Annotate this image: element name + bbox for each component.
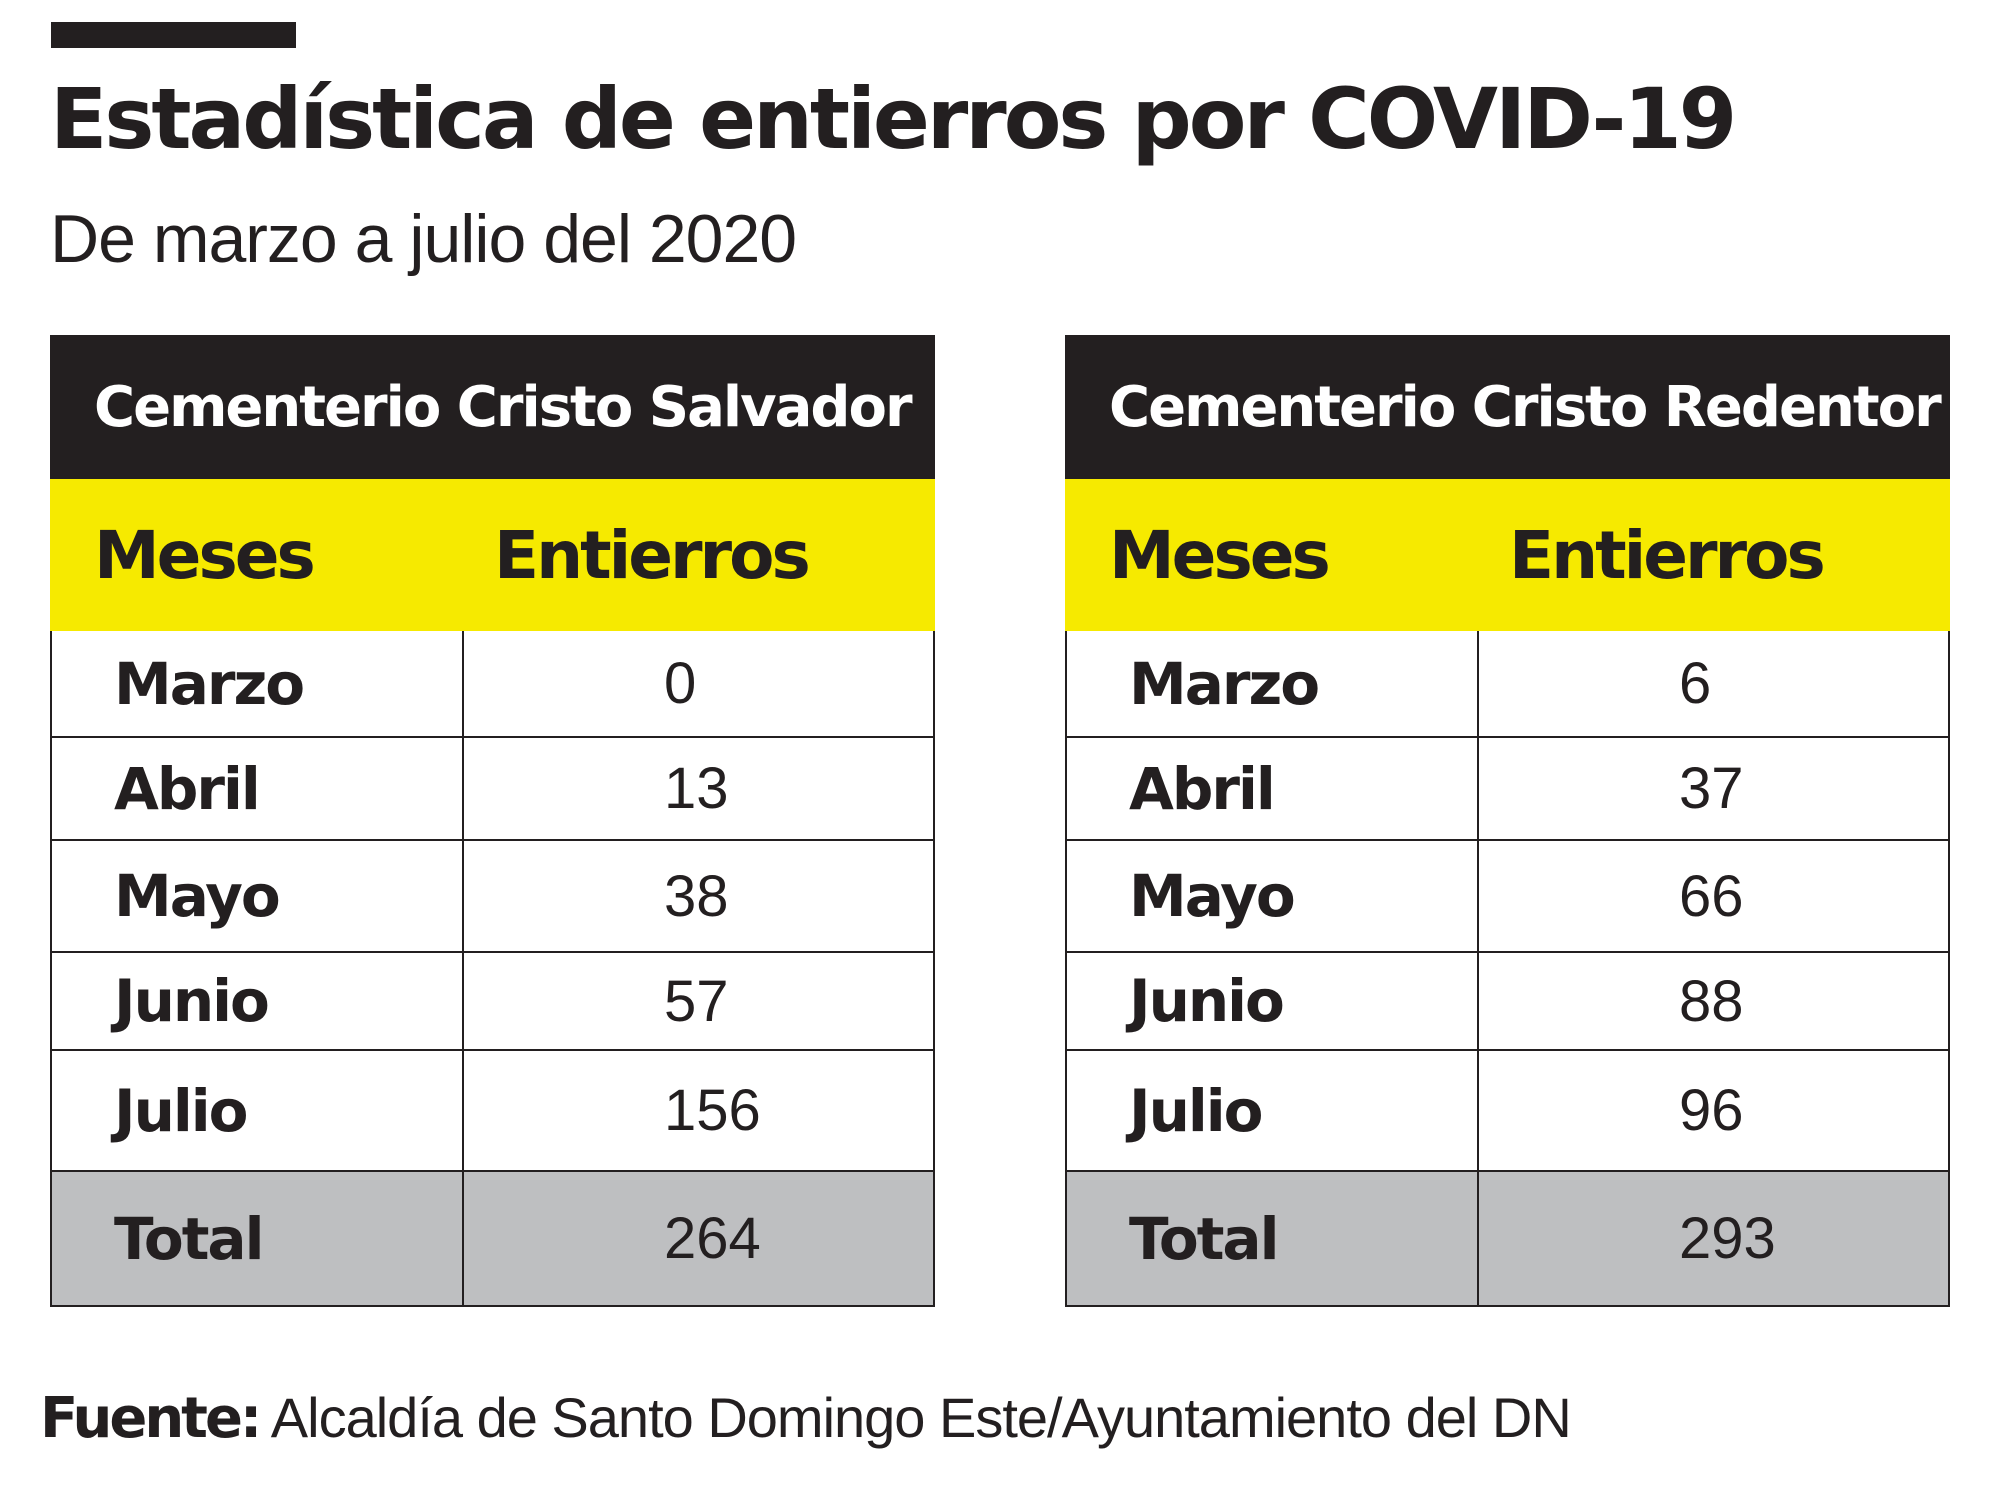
month-cell: Junio bbox=[52, 953, 464, 1049]
month-cell: Julio bbox=[1067, 1051, 1479, 1170]
total-label: Total bbox=[52, 1172, 464, 1305]
column-header-months: Meses bbox=[1109, 516, 1331, 594]
page-subtitle: De marzo a julio del 2020 bbox=[50, 201, 797, 277]
column-header-burials: Entierros bbox=[1509, 516, 1826, 594]
table-row: Marzo 6 bbox=[1065, 631, 1950, 738]
burials-cell: 13 bbox=[664, 756, 729, 821]
column-header-months: Meses bbox=[94, 516, 316, 594]
month-cell: Junio bbox=[1067, 953, 1479, 1049]
table-cristo-redentor: Cementerio Cristo Redentor Meses Entierr… bbox=[1065, 335, 1950, 1307]
table-row: Julio 96 bbox=[1065, 1051, 1950, 1172]
table-row: Julio 156 bbox=[50, 1051, 935, 1172]
table-row: Marzo 0 bbox=[50, 631, 935, 738]
column-headers: Meses Entierros bbox=[1065, 479, 1950, 631]
table-title: Cementerio Cristo Salvador bbox=[50, 335, 935, 479]
source-note: Fuente: Alcaldía de Santo Domingo Este/A… bbox=[40, 1385, 1572, 1451]
burials-cell: 37 bbox=[1679, 756, 1744, 821]
burials-cell: 6 bbox=[1679, 651, 1712, 716]
burials-cell: 0 bbox=[664, 651, 697, 716]
burials-cell: 66 bbox=[1679, 863, 1744, 929]
burials-cell: 96 bbox=[1679, 1078, 1744, 1143]
table-row: Abril 37 bbox=[1065, 738, 1950, 841]
column-header-burials: Entierros bbox=[494, 516, 811, 594]
table-title: Cementerio Cristo Redentor bbox=[1065, 335, 1950, 479]
table-row: Junio 57 bbox=[50, 953, 935, 1051]
total-row: Total 264 bbox=[50, 1172, 935, 1307]
decorative-bar bbox=[51, 22, 296, 48]
table-cristo-salvador: Cementerio Cristo Salvador Meses Entierr… bbox=[50, 335, 935, 1307]
source-text: Alcaldía de Santo Domingo Este/Ayuntamie… bbox=[259, 1386, 1572, 1449]
total-value: 264 bbox=[664, 1206, 761, 1271]
burials-cell: 156 bbox=[664, 1078, 761, 1143]
burials-cell: 38 bbox=[664, 863, 729, 929]
total-value: 293 bbox=[1679, 1206, 1776, 1271]
table-row: Mayo 38 bbox=[50, 841, 935, 953]
month-cell: Mayo bbox=[1067, 841, 1479, 951]
burials-cell: 57 bbox=[664, 968, 729, 1034]
month-cell: Marzo bbox=[52, 631, 464, 736]
source-label: Fuente: bbox=[40, 1386, 262, 1451]
month-cell: Julio bbox=[52, 1051, 464, 1170]
month-cell: Marzo bbox=[1067, 631, 1479, 736]
column-headers: Meses Entierros bbox=[50, 479, 935, 631]
total-row: Total 293 bbox=[1065, 1172, 1950, 1307]
month-cell: Abril bbox=[1067, 738, 1479, 839]
table-row: Junio 88 bbox=[1065, 953, 1950, 1051]
total-label: Total bbox=[1067, 1172, 1479, 1305]
page-title: Estadística de entierros por COVID-19 bbox=[50, 70, 1737, 168]
burials-cell: 88 bbox=[1679, 968, 1744, 1034]
table-row: Abril 13 bbox=[50, 738, 935, 841]
table-row: Mayo 66 bbox=[1065, 841, 1950, 953]
month-cell: Mayo bbox=[52, 841, 464, 951]
month-cell: Abril bbox=[52, 738, 464, 839]
